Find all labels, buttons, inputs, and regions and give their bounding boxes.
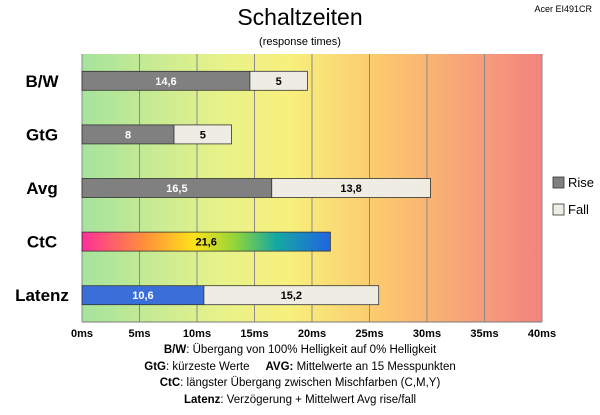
- note-latenz: Latenz: Verzögerung + Mittelwert Avg ris…: [183, 393, 417, 406]
- data-label-rise: 8: [125, 129, 131, 141]
- bar-fall: [249, 70, 308, 91]
- bar-fall: [203, 285, 380, 306]
- x-tick-label: 20ms: [298, 328, 326, 340]
- bar-fall: [173, 124, 232, 145]
- data-label-rise: 16,5: [166, 183, 187, 195]
- legend-label: Fall: [568, 202, 589, 217]
- data-label-rise: 10,6: [132, 290, 153, 302]
- x-tick-label: 15ms: [240, 328, 268, 340]
- x-tick-label: 40ms: [528, 328, 556, 340]
- x-tick-label: 35ms: [470, 328, 498, 340]
- data-label-fall: 5: [276, 76, 282, 88]
- data-label-fall: 13,8: [340, 183, 361, 195]
- data-label-rise: 21,6: [195, 237, 216, 249]
- data-label-fall: 5: [200, 129, 206, 141]
- category-label: B/W: [25, 72, 59, 91]
- chart-title: Schaltzeiten: [237, 4, 363, 30]
- legend-notes: B/W: Übergang von 100% Helligkeit auf 0%…: [0, 342, 600, 408]
- x-tick-label: 0ms: [71, 328, 93, 340]
- bar-fall: [271, 178, 431, 198]
- category-label: Avg: [26, 179, 58, 198]
- category-label: GtG: [26, 125, 58, 144]
- note-ctc: CtC: längster Übergang zwischen Mischfar…: [159, 377, 441, 389]
- category-label: CtC: [27, 233, 57, 252]
- bar-rise: [81, 231, 331, 252]
- category-label: Latenz: [15, 286, 69, 305]
- data-label-rise: 14,6: [155, 76, 176, 88]
- note-bw: B/W: Übergang von 100% Helligkeit auf 0%…: [163, 344, 437, 356]
- legend-swatch: [552, 176, 565, 189]
- plot-area: 0ms 5ms 10ms 15ms 20ms 25ms 30ms 35ms 40ms B/W 14,…: [15, 54, 594, 340]
- note-gtg-avg: GtG: kürzeste Werte AVG: Mittelwerte an …: [144, 360, 456, 373]
- x-tick-label: 5ms: [128, 328, 150, 340]
- legend-swatch: [552, 203, 565, 216]
- x-tick-label: 30ms: [413, 328, 441, 340]
- legend-label: Rise: [568, 175, 594, 190]
- data-label-fall: 15,2: [281, 290, 302, 302]
- x-tick-label: 25ms: [355, 328, 383, 340]
- x-tick-label: 10ms: [183, 328, 211, 340]
- monitor-model-label: Acer EI491CR: [534, 4, 592, 14]
- chart-subtitle: (response times): [259, 36, 341, 48]
